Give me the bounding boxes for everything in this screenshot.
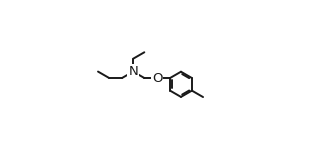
Text: O: O [152,72,162,84]
Text: N: N [128,65,138,78]
